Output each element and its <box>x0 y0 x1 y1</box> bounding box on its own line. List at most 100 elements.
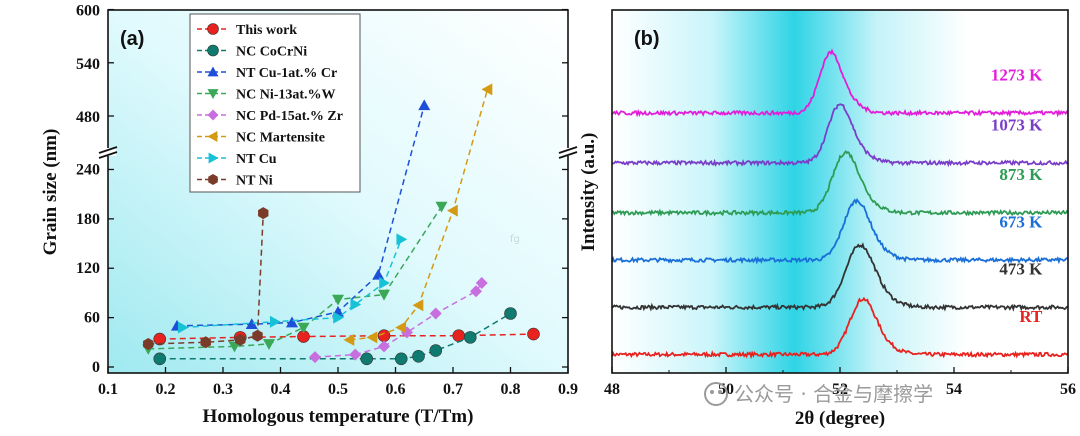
data-point <box>263 339 275 350</box>
data-point <box>143 337 154 350</box>
data-point <box>360 352 374 366</box>
data-point <box>350 298 362 311</box>
legend-marker <box>208 174 218 185</box>
a-ytick-label: 240 <box>76 161 100 178</box>
data-point <box>378 340 390 353</box>
data-point <box>412 350 425 363</box>
data-point <box>153 332 167 346</box>
xrd-curve-4 <box>611 103 1069 168</box>
panel-a-xlabel: Homologous temperature (T/Tm) <box>203 406 474 427</box>
panel-a-label: (a) <box>120 28 144 50</box>
panel-a-marks: 0.1 0.2 0.3 0.4 0.5 0.6 0.7 0.8 0.9 0 60 120 180 240 4… <box>76 3 578 398</box>
series-line-2 <box>176 105 425 327</box>
watermark-text: 公众号 · 合金与摩擦学 <box>734 382 933 406</box>
data-point <box>177 321 189 334</box>
b-xtick-label: 54 <box>946 381 962 398</box>
data-point <box>447 204 458 217</box>
data-point <box>395 321 407 334</box>
panel-b-xlabel: 2θ (degree) <box>795 408 885 429</box>
panel-b-label: (b) <box>634 28 660 50</box>
legend-box <box>189 13 361 193</box>
data-point <box>452 329 466 343</box>
xrd-curve-2 <box>611 197 1069 265</box>
a-ytick-label: 180 <box>76 211 100 228</box>
data-point <box>245 318 258 330</box>
legend-marker <box>207 23 219 35</box>
panel-a-frame <box>107 9 569 374</box>
a-xtick-label: 0.5 <box>328 381 348 398</box>
faint-watermark: fg <box>510 234 520 245</box>
panel-a-ylabel: Grain size (nm) <box>40 129 61 256</box>
data-point <box>394 352 408 366</box>
b-xtick-label: 56 <box>1060 381 1076 398</box>
legend-label: NT Cu-1at.% Cr <box>236 66 337 81</box>
series-line-5 <box>349 89 489 341</box>
legend-label: NT Cu <box>236 152 277 167</box>
data-point <box>366 331 378 344</box>
legend-label: This work <box>236 23 297 38</box>
data-point <box>435 201 448 213</box>
axis-break-left <box>98 146 118 159</box>
a-xtick-label: 0.2 <box>156 381 176 398</box>
a-xtick-label: 0.4 <box>271 381 291 398</box>
series-line-6 <box>182 239 402 329</box>
legend-label: NT Ni <box>236 174 273 189</box>
legend-marker <box>208 152 219 164</box>
data-point <box>412 299 424 312</box>
legend-label: NC Pd-15at.% Zr <box>236 109 343 124</box>
data-point <box>429 344 443 357</box>
a-ytick-label: 0 <box>92 359 100 376</box>
b-xtick-label: 48 <box>604 381 620 398</box>
a-xtick-label: 0.3 <box>213 381 233 398</box>
panel-a: 0.1 0.2 0.3 0.4 0.5 0.6 0.7 0.8 0.9 0 60 120 180 240 4… <box>40 3 578 427</box>
legend-label: NC Ni-13at.%W <box>236 88 336 103</box>
panel-a-legend: This work NC CoCrNi NT Cu-1at.% Cr NC Ni-13… <box>189 13 361 193</box>
a-ytick-label: 60 <box>84 310 100 327</box>
a-ytick-label: 480 <box>76 109 100 126</box>
a-xtick-label: 0.7 <box>443 381 463 398</box>
temperature-label: 873 K <box>999 165 1043 184</box>
temperature-label: 1273 K <box>991 65 1043 84</box>
legend-marker <box>207 89 219 99</box>
watermark: 公众号 · 合金与摩擦学 <box>704 382 933 406</box>
panel-b-background <box>612 10 1068 373</box>
data-point <box>252 329 263 342</box>
a-ytick-label: 540 <box>76 56 100 73</box>
legend-marker <box>207 131 218 142</box>
b-xtick-label: 52 <box>832 381 848 398</box>
temperature-label: 1073 K <box>991 115 1043 134</box>
a-ytick-label: 600 <box>76 3 100 20</box>
temperature-label: 473 K <box>999 260 1043 279</box>
data-point <box>372 268 385 280</box>
data-point <box>378 289 390 301</box>
a-ytick-label: 120 <box>76 260 100 277</box>
data-point <box>228 341 241 353</box>
legend-label: NC CoCrNi <box>236 45 307 60</box>
data-point <box>418 99 431 111</box>
data-point <box>504 307 517 320</box>
data-point <box>463 331 477 344</box>
data-point <box>343 333 355 346</box>
data-point <box>396 233 408 246</box>
data-point <box>349 348 362 361</box>
data-point <box>258 207 269 220</box>
data-point <box>297 322 310 334</box>
panel-b-frame <box>611 9 1069 374</box>
temperature-label: RT <box>1019 307 1043 326</box>
data-point <box>429 307 442 320</box>
temperature-label: 673 K <box>999 212 1043 231</box>
data-point <box>153 352 167 366</box>
legend-marker <box>207 109 219 121</box>
data-point <box>286 316 298 328</box>
a-xtick-label: 0.1 <box>98 381 118 398</box>
data-point <box>481 83 493 96</box>
xrd-curve-0 <box>611 296 1069 360</box>
xrd-curve-3 <box>611 150 1069 218</box>
legend-marker <box>207 44 219 57</box>
a-xtick-label: 0.8 <box>501 381 521 398</box>
data-point <box>470 285 482 298</box>
wechat-icon <box>704 382 728 406</box>
legend-marker <box>207 66 219 77</box>
data-point <box>377 329 391 343</box>
